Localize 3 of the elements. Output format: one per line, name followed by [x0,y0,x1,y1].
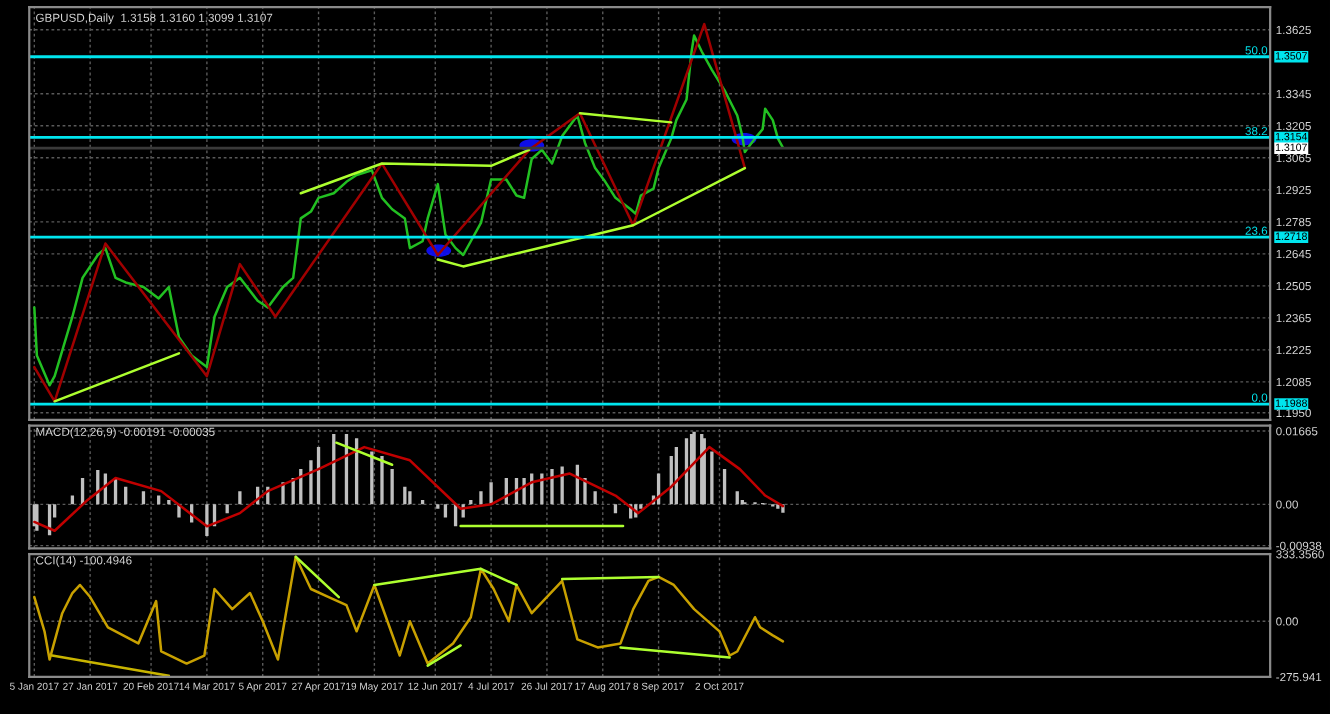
line-series [436,166,747,268]
line-series [33,445,785,532]
line-series [33,555,785,665]
